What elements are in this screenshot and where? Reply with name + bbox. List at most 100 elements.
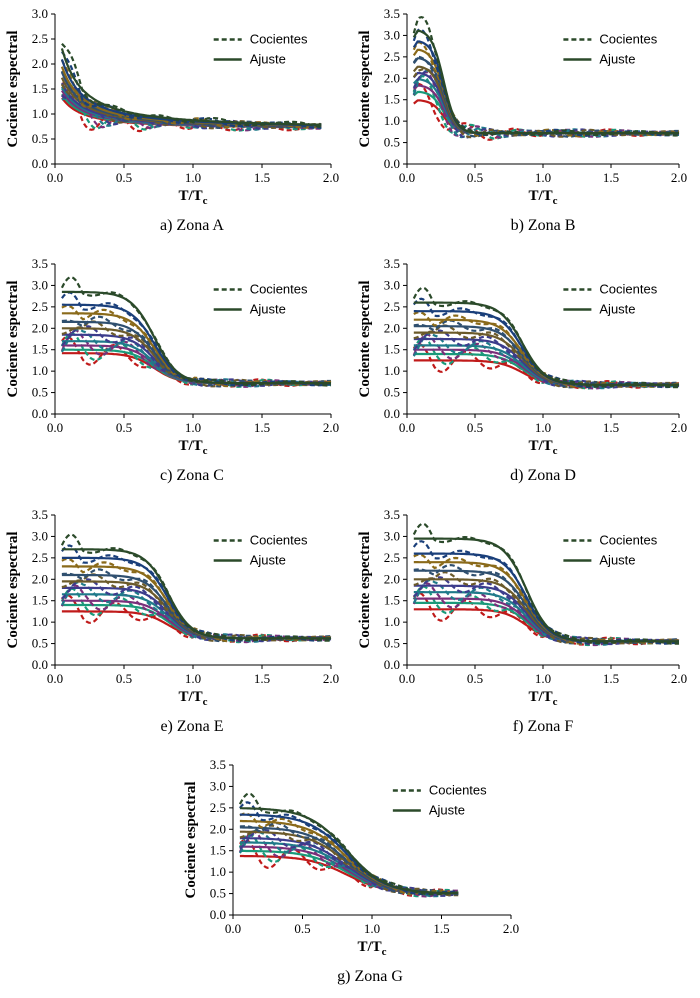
ajuste-series-line [60,48,322,126]
legend-label-ajuste: Ajuste [429,803,465,818]
x-tick-label: 0.0 [47,671,63,686]
cocientes-series-line [412,69,680,139]
y-tick-label: 3.5 [384,507,400,522]
y-tick-label: 0.0 [210,907,226,922]
y-tick-label: 0.0 [32,156,48,171]
x-tick-label: 2.0 [671,170,687,185]
y-tick-label: 0.0 [32,657,48,672]
series-group [412,15,680,141]
x-tick-label: 0.0 [399,170,415,185]
y-tick-label: 0.5 [384,135,400,150]
ajuste-series-line [412,57,679,135]
y-tick-label: 0.5 [32,636,48,651]
y-tick-label: 1.0 [384,363,400,378]
y-tick-label: 0.0 [384,657,400,672]
legend-label-ajuste: Ajuste [250,553,286,568]
x-tick-label: 0.0 [399,420,415,435]
series-group [60,533,332,644]
y-tick-label: 2.5 [32,299,48,314]
panel-caption: d) Zona D [510,467,576,484]
legend-label-ajuste: Ajuste [250,302,286,317]
y-tick-label: 3.0 [32,6,48,21]
panel-f: 0.0 0.5 1.0 1.5 2.0 0.0 0.5 1.0 1.5 2.0 2.5 3.0 3.5 T… [357,507,687,735]
y-tick-label: 3.0 [384,277,400,292]
y-tick-label: 0.5 [32,385,48,400]
y-tick-label: 2.0 [384,571,400,586]
panel-c: 0.0 0.5 1.0 1.5 2.0 0.0 0.5 1.0 1.5 2.0 2.5 3.0 3.5 T… [5,256,339,484]
legend-label-ajuste: Ajuste [250,52,286,67]
x-axis-label: T/Tc [357,939,386,958]
legend-label-cocientes: Cocientes [429,783,487,798]
legend-label-ajuste: Ajuste [599,302,635,317]
x-tick-label: 0.5 [467,671,483,686]
cocientes-series-line [238,830,459,898]
legend-label-cocientes: Cocientes [250,282,308,297]
ajuste-series-line [412,48,679,135]
y-axis-label: Cociente espectral [357,30,373,147]
y-tick-label: 0.0 [384,406,400,421]
panel-a: 0.0 0.5 1.0 1.5 2.0 0.0 0.5 1.0 1.5 2.0 2.5 3.0 T/Tc… [5,6,339,234]
cocientes-series-line [61,315,331,388]
x-tick-label: 0.0 [399,671,415,686]
y-tick-label: 1.0 [384,113,400,128]
x-tick-label: 0.5 [116,671,132,686]
x-axis-label: T/Tc [178,188,207,207]
y-tick-label: 3.5 [32,507,48,522]
panel-caption: b) Zona B [511,217,576,234]
panel-g: 0.0 0.5 1.0 1.5 2.0 0.0 0.5 1.0 1.5 2.0 2.5 3.0 3.5 T… [183,757,519,985]
y-tick-label: 2.5 [32,31,48,46]
x-tick-label: 2.0 [671,420,687,435]
ajuste-series-line [412,40,679,135]
series-group [238,792,459,898]
cocientes-series-line [412,540,680,645]
x-tick-label: 1.0 [364,921,380,936]
y-tick-label: 2.5 [384,49,400,64]
ajuste-series-line [413,90,679,135]
x-tick-label: 1.0 [535,671,551,686]
x-tick-label: 2.0 [503,921,519,936]
y-tick-label: 1.0 [210,864,226,879]
x-tick-label: 2.0 [323,170,339,185]
ajuste-series-line [412,71,679,135]
x-axis-label: T/Tc [528,188,557,207]
y-axis-label: Cociente espectral [5,280,21,397]
y-tick-label: 1.5 [32,593,48,608]
x-tick-label: 0.0 [47,170,63,185]
y-axis-label: Cociente espectral [357,280,373,397]
y-tick-label: 1.0 [384,614,400,629]
ajuste-series-line [413,84,679,135]
y-tick-label: 2.0 [32,56,48,71]
ajuste-series-line [413,301,679,386]
y-tick-label: 3.5 [384,256,400,271]
y-tick-label: 2.0 [32,320,48,335]
y-tick-label: 2.0 [384,320,400,335]
panel-caption: a) Zona A [160,217,224,234]
y-tick-label: 0.5 [384,636,400,651]
cocientes-series-line [61,544,332,642]
y-tick-label: 3.0 [210,778,226,793]
ajuste-series-line [413,569,679,643]
cocientes-series-line [61,304,332,388]
series-group [412,286,680,390]
y-tick-label: 1.5 [384,593,400,608]
y-tick-label: 2.0 [384,70,400,85]
y-tick-label: 3.0 [384,528,400,543]
y-tick-label: 3.0 [384,27,400,42]
y-tick-label: 1.5 [210,843,226,858]
panel-caption: g) Zona G [337,968,403,985]
y-tick-label: 2.5 [384,299,400,314]
ajuste-series-line [61,548,331,640]
y-tick-label: 3.0 [32,528,48,543]
y-tick-label: 1.0 [32,363,48,378]
x-axis-label: T/Tc [178,438,207,457]
legend-label-ajuste: Ajuste [599,52,635,67]
x-tick-label: 1.5 [254,170,270,185]
x-tick-label: 0.5 [294,921,310,936]
legend-label-cocientes: Cocientes [250,533,308,548]
series-group [412,522,680,647]
ajuste-series-line [412,29,679,135]
x-tick-label: 0.0 [47,420,63,435]
ajuste-series-line [413,561,679,643]
cocientes-series-line [412,55,679,138]
